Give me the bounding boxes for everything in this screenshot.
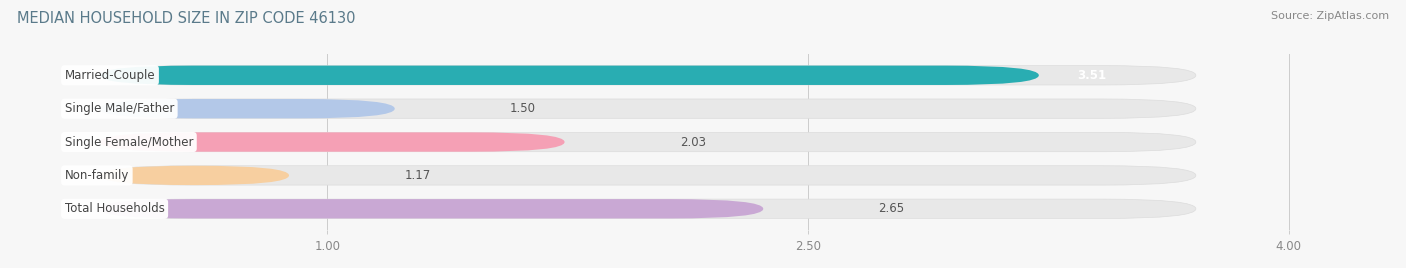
- Text: 1.50: 1.50: [510, 102, 536, 115]
- Text: Single Female/Mother: Single Female/Mother: [65, 136, 193, 148]
- FancyBboxPatch shape: [100, 66, 1039, 85]
- Text: 1.17: 1.17: [405, 169, 430, 182]
- Text: 3.51: 3.51: [1077, 69, 1107, 82]
- FancyBboxPatch shape: [100, 132, 565, 152]
- FancyBboxPatch shape: [100, 199, 763, 218]
- Text: Source: ZipAtlas.com: Source: ZipAtlas.com: [1271, 11, 1389, 21]
- Text: 2.03: 2.03: [681, 136, 706, 148]
- FancyBboxPatch shape: [100, 166, 1197, 185]
- Text: Non-family: Non-family: [65, 169, 129, 182]
- Text: 2.65: 2.65: [879, 202, 904, 215]
- FancyBboxPatch shape: [100, 166, 290, 185]
- FancyBboxPatch shape: [100, 99, 1197, 118]
- Text: Total Households: Total Households: [65, 202, 165, 215]
- FancyBboxPatch shape: [100, 199, 1197, 218]
- FancyBboxPatch shape: [100, 132, 1197, 152]
- Text: MEDIAN HOUSEHOLD SIZE IN ZIP CODE 46130: MEDIAN HOUSEHOLD SIZE IN ZIP CODE 46130: [17, 11, 356, 26]
- Text: Single Male/Father: Single Male/Father: [65, 102, 174, 115]
- FancyBboxPatch shape: [100, 66, 1197, 85]
- FancyBboxPatch shape: [100, 99, 395, 118]
- Text: Married-Couple: Married-Couple: [65, 69, 155, 82]
